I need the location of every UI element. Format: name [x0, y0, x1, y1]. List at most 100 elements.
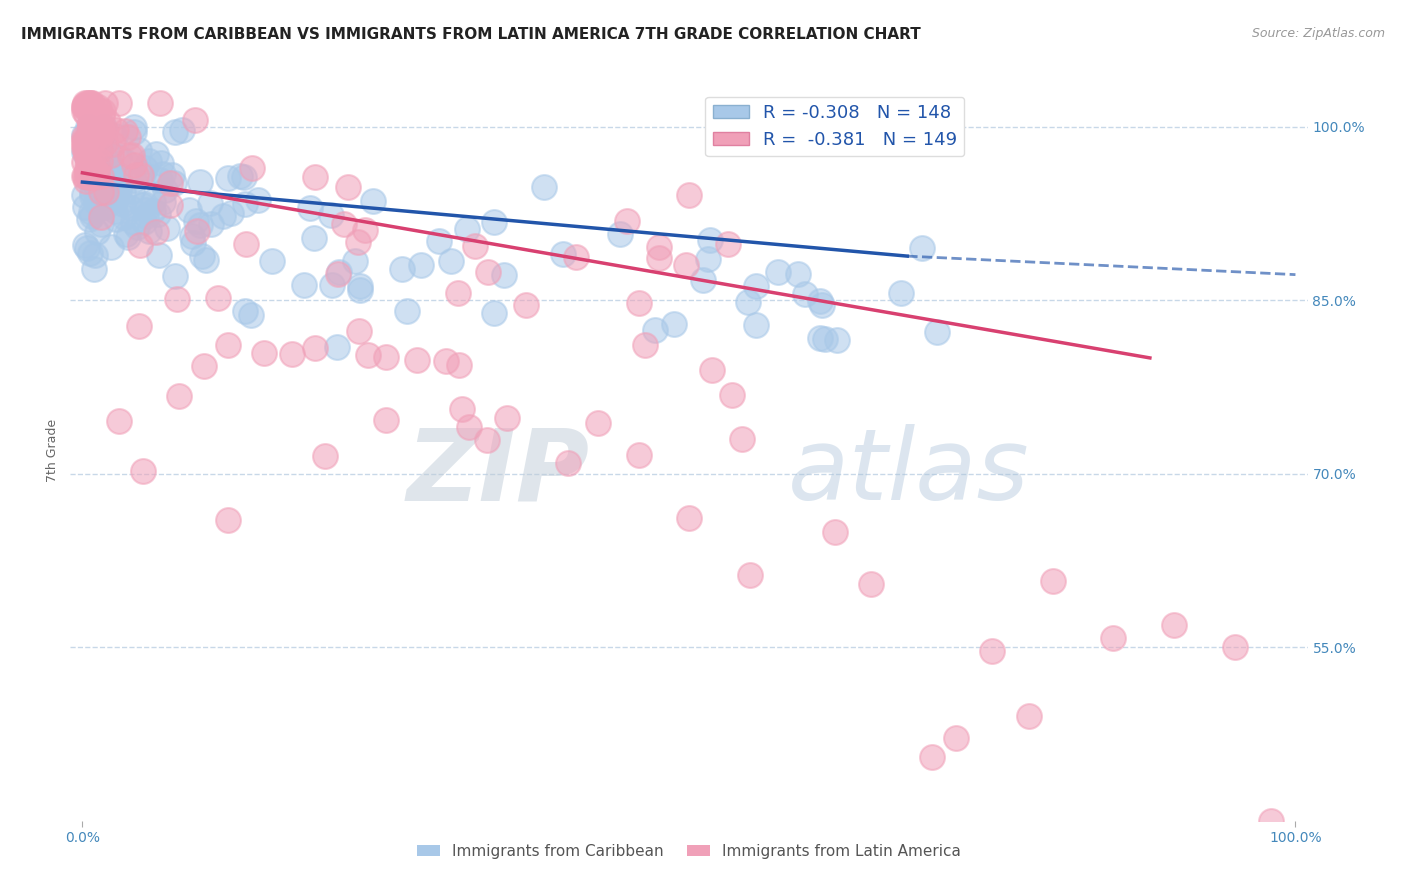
Point: [794, 286, 817, 301]
Point: [125, 168, 148, 182]
Text: IMMIGRANTS FROM CARIBBEAN VS IMMIGRANTS FROM LATIN AMERICA 7TH GRADE CORRELATION: IMMIGRANTS FROM CARIBBEAN VS IMMIGRANTS …: [21, 27, 921, 42]
Point: [233, 303, 256, 318]
Point: [808, 331, 831, 345]
Point: [79, 123, 101, 137]
Point: [142, 194, 165, 208]
Point: [824, 524, 846, 539]
Point: [165, 125, 187, 139]
Point: [333, 217, 356, 231]
Point: [93, 161, 115, 176]
Point: [105, 193, 128, 207]
Point: [73, 237, 96, 252]
Point: [184, 214, 207, 228]
Point: [108, 413, 131, 427]
Point: [349, 279, 371, 293]
Point: [163, 176, 186, 190]
Point: [304, 170, 326, 185]
Point: [533, 180, 555, 194]
Point: [217, 338, 239, 352]
Point: [434, 354, 457, 368]
Point: [117, 229, 139, 244]
Point: [89, 128, 111, 143]
Point: [200, 217, 222, 231]
Point: [94, 136, 117, 151]
Point: [188, 218, 211, 232]
Point: [456, 221, 478, 235]
Point: [82, 163, 104, 178]
Point: [112, 185, 135, 199]
Y-axis label: 7th Grade: 7th Grade: [46, 419, 59, 482]
Point: [77, 152, 100, 166]
Point: [94, 123, 117, 137]
Point: [73, 200, 96, 214]
Point: [91, 160, 114, 174]
Point: [326, 267, 349, 281]
Point: [253, 346, 276, 360]
Point: [72, 128, 94, 143]
Point: [1102, 631, 1125, 645]
Point: [83, 111, 105, 125]
Point: [72, 137, 94, 152]
Point: [212, 209, 235, 223]
Point: [104, 204, 127, 219]
Point: [107, 170, 129, 185]
Point: [96, 186, 118, 200]
Point: [104, 190, 127, 204]
Point: [80, 96, 103, 111]
Point: [89, 104, 111, 119]
Point: [120, 149, 142, 163]
Point: [100, 240, 122, 254]
Point: [84, 110, 107, 124]
Point: [104, 129, 127, 144]
Point: [354, 222, 377, 236]
Point: [86, 225, 108, 239]
Point: [76, 162, 98, 177]
Point: [374, 350, 396, 364]
Point: [89, 178, 111, 192]
Point: [808, 294, 831, 309]
Point: [721, 388, 744, 402]
Point: [156, 221, 179, 235]
Point: [811, 298, 834, 312]
Point: [108, 150, 131, 164]
Point: [484, 306, 506, 320]
Point: [482, 215, 505, 229]
Point: [304, 341, 326, 355]
Point: [628, 448, 651, 462]
Point: [374, 413, 396, 427]
Point: [73, 145, 96, 160]
Point: [240, 161, 263, 175]
Point: [188, 175, 211, 189]
Point: [945, 731, 967, 745]
Point: [890, 286, 912, 301]
Point: [927, 325, 949, 339]
Point: [104, 123, 127, 137]
Point: [633, 338, 655, 352]
Point: [86, 142, 108, 156]
Point: [90, 185, 112, 199]
Point: [180, 228, 202, 243]
Point: [80, 120, 103, 135]
Point: [75, 106, 97, 120]
Point: [292, 278, 315, 293]
Point: [121, 148, 143, 162]
Point: [825, 334, 848, 348]
Point: [76, 149, 98, 163]
Point: [148, 207, 170, 221]
Point: [319, 208, 342, 222]
Point: [195, 253, 218, 268]
Point: [79, 96, 101, 111]
Point: [90, 217, 112, 231]
Point: [160, 168, 183, 182]
Point: [103, 136, 125, 151]
Point: [337, 180, 360, 194]
Point: [159, 176, 181, 190]
Point: [122, 120, 145, 134]
Legend: Immigrants from Caribbean, Immigrants from Latin America: Immigrants from Caribbean, Immigrants fr…: [411, 838, 967, 865]
Point: [496, 410, 519, 425]
Point: [163, 269, 186, 284]
Point: [91, 103, 114, 118]
Point: [1018, 708, 1040, 723]
Point: [77, 152, 100, 166]
Point: [77, 169, 100, 184]
